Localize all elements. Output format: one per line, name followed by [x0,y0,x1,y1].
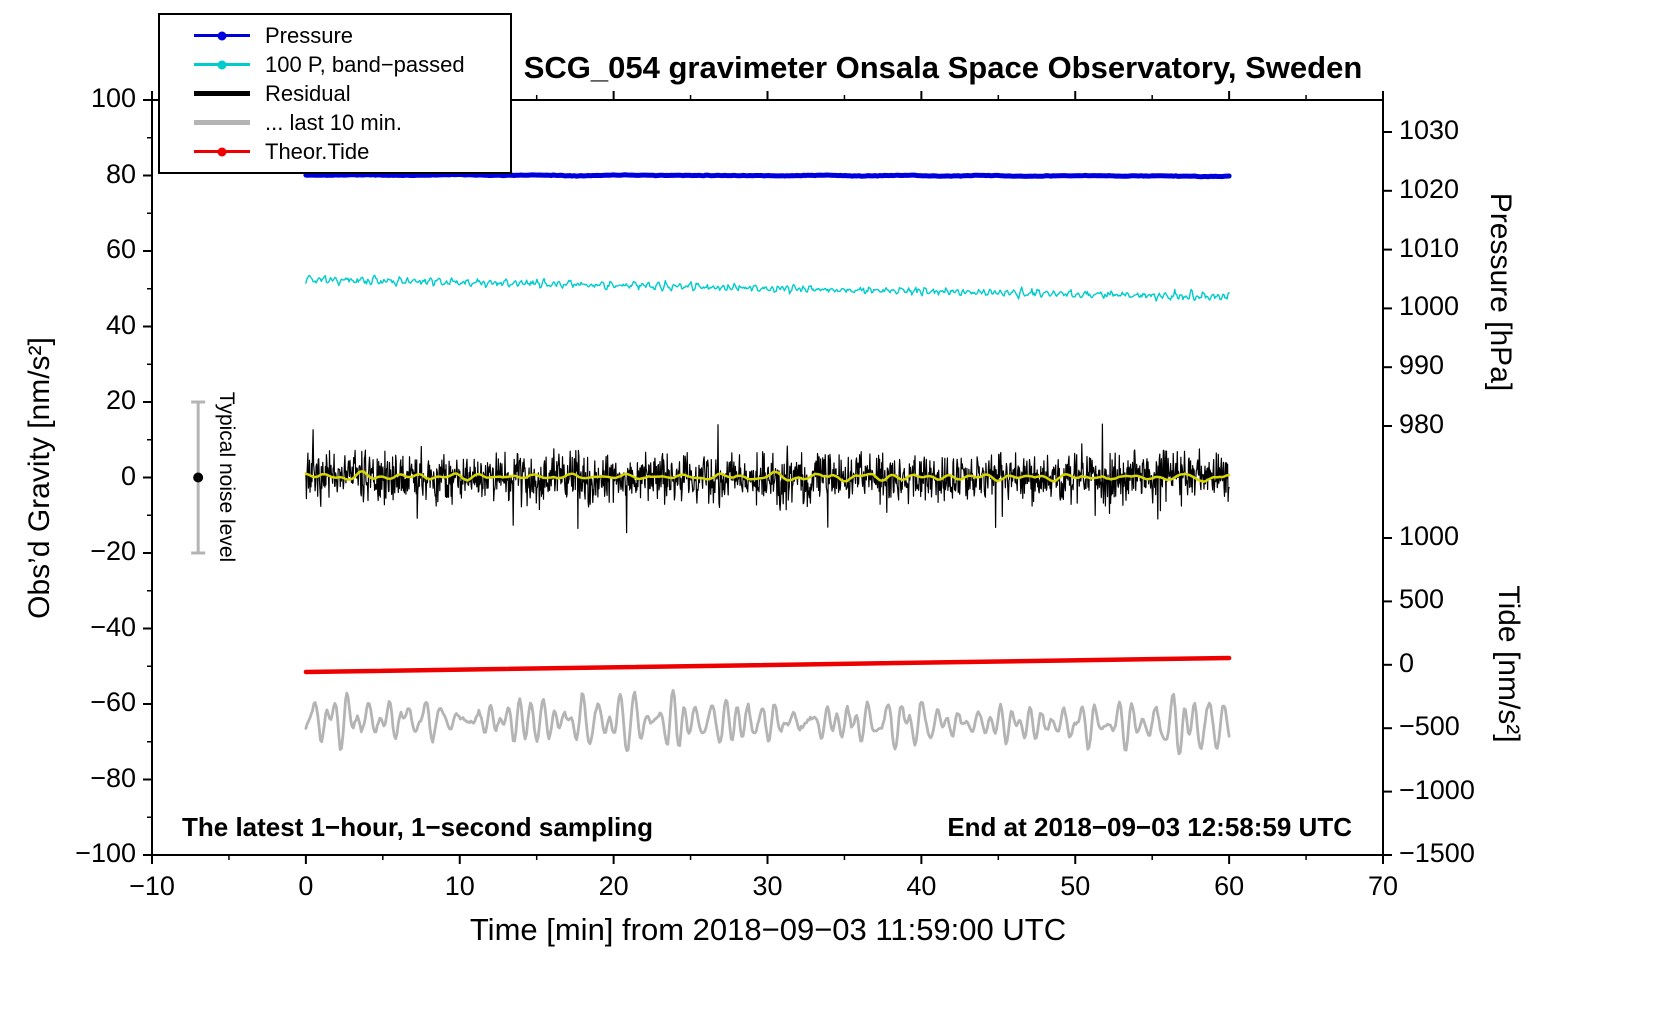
gravity-tick-label: 20 [105,384,136,415]
gravity-tick-label: −20 [90,535,136,566]
gravity-tick-label: −80 [90,762,136,793]
legend-label: Theor.Tide [265,138,370,164]
pressure-tick-label: 1020 [1399,173,1460,204]
thick-line-icon [194,91,250,96]
legend-marker-dot [217,60,227,69]
series-residual-smoothed [304,470,1231,483]
end-time-annotation: End at 2018−09−03 12:58:59 UTC [947,812,1352,842]
x-tick-label: 30 [752,871,783,901]
tide-tick-label: −1500 [1399,837,1475,868]
sampling-annotation: The latest 1−hour, 1−second sampling [182,812,654,842]
legend-item-4: Theor.Tide [160,137,510,166]
x-tick-label: 20 [598,871,629,901]
pressure-tick-label: 1010 [1399,232,1460,263]
gravity-tick-label: 100 [90,82,136,113]
x-tick-label: −10 [129,871,175,901]
x-tick-label: 70 [1367,871,1399,901]
x-tick-label: 40 [906,871,937,901]
gravity-tick-label: 0 [120,460,136,491]
gravity-tick-label: 40 [105,309,136,340]
gravity-tick-label: 80 [105,158,136,189]
pressure-tick-label: 1000 [1399,291,1460,322]
pressure-tick-label: 980 [1399,408,1445,439]
legend-label: Residual [265,80,351,106]
legend-item-1: 100 P, band−passed [160,50,510,79]
line-with-dot-icon [194,31,250,40]
x-tick-label: 60 [1214,871,1245,901]
series-residual [305,423,1230,534]
legend: Pressure 100 P, band−passed Residual ... la… [158,13,512,174]
pressure-tick-label: 990 [1399,350,1445,381]
series-theor-tide [303,655,1232,675]
series-residual-last-10-min [304,689,1231,756]
legend-label: Pressure [265,22,354,48]
tide-tick-label: −500 [1399,711,1460,742]
legend-label: 100 P, band−passed [265,51,465,77]
thick-line-icon [194,120,250,125]
legend-marker-dot [217,31,227,40]
legend-label: ... last 10 min. [265,109,402,135]
noise-bar-dot [193,472,204,483]
tide-tick-label: 0 [1399,647,1415,678]
legend-item-0: Pressure [160,21,510,50]
legend-item-3: ... last 10 min. [160,108,510,137]
gravity-tick-label: −40 [90,611,136,642]
line-with-dot-icon [194,147,250,156]
series-pressure [303,171,1232,180]
x-tick-label: 0 [298,871,314,901]
gravity-tick-label: 60 [105,233,136,264]
tide-tick-label: −1000 [1399,774,1475,805]
tide-tick-label: 1000 [1399,520,1460,551]
x-tick-label: 50 [1060,871,1091,901]
legend-item-2: Residual [160,79,510,108]
legend-marker-dot [217,147,227,156]
series-band-passed-pressure [305,274,1230,302]
gravity-tick-label: −60 [90,686,136,717]
x-axis-label: Time [min] from 2018−09−03 11:59:00 UTC [469,912,1067,947]
x-tick-label: 10 [444,871,475,901]
chart-title: SCG_054 gravimeter Onsala Space Observat… [523,50,1363,85]
tide-tick-label: 500 [1399,584,1445,615]
gravity-tick-label: −100 [75,837,136,868]
pressure-tick-label: 1030 [1399,114,1460,145]
line-with-dot-icon [194,60,250,69]
